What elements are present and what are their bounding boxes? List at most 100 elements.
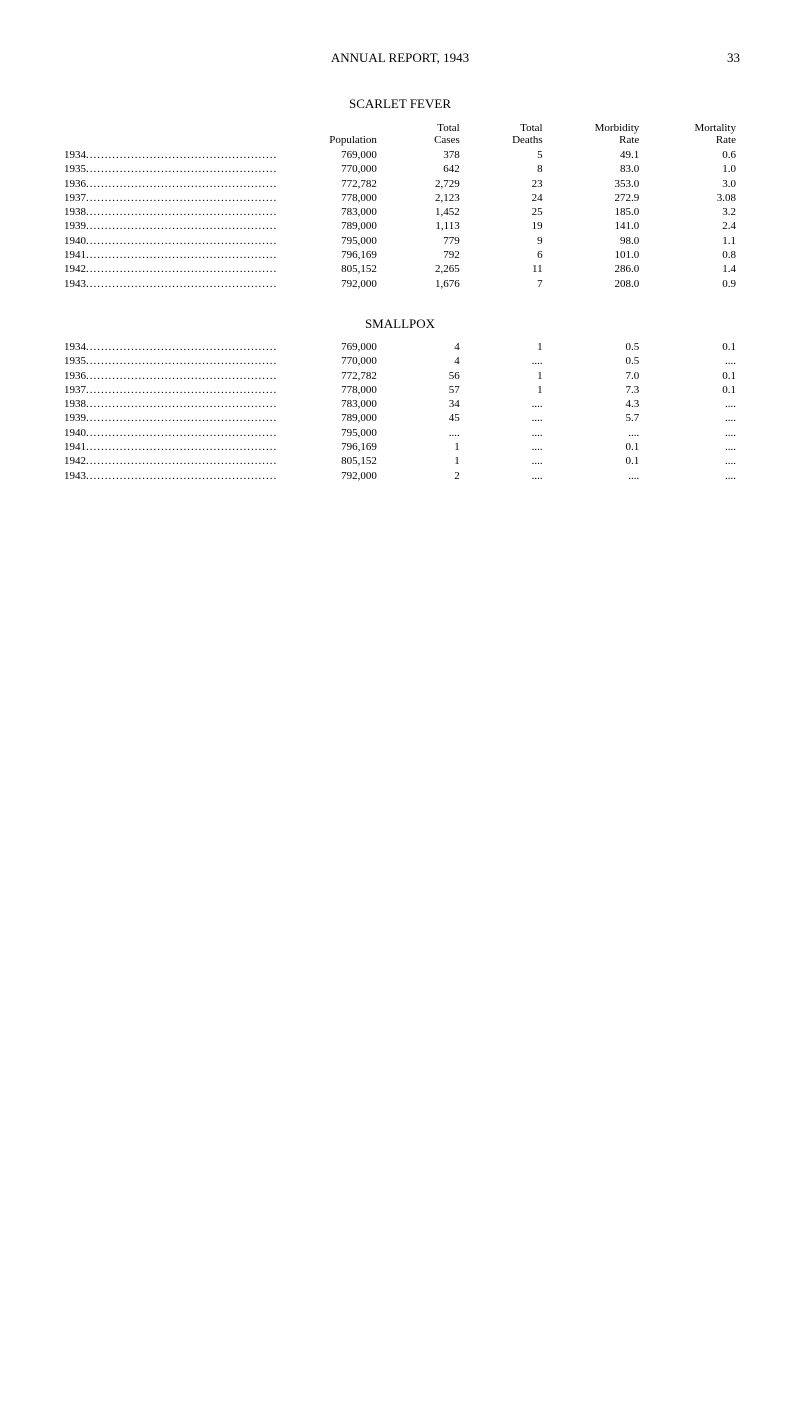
- cell-year: 1941 ...................................…: [60, 440, 284, 454]
- cell-population: 792,000: [284, 277, 381, 291]
- cell-year: 1942 ...................................…: [60, 454, 284, 468]
- cell-year: 1943 ...................................…: [60, 469, 284, 483]
- cell-deaths: 25: [464, 205, 547, 219]
- cell-cases: 792: [381, 248, 464, 262]
- cell-mortality: 3.2: [643, 205, 740, 219]
- table-header-row: Population TotalCases TotalDeaths Morbid…: [60, 120, 740, 148]
- cell-mortality: 0.1: [643, 369, 740, 383]
- cell-mortality: 3.08: [643, 191, 740, 205]
- cell-mortality: ....: [643, 469, 740, 483]
- cell-year: 1943 ...................................…: [60, 277, 284, 291]
- table-row: 1937 ...................................…: [60, 191, 740, 205]
- cell-cases: 779: [381, 234, 464, 248]
- cell-morbidity: 208.0: [547, 277, 644, 291]
- cell-mortality: 1.4: [643, 262, 740, 276]
- table-row: 1943 ...................................…: [60, 277, 740, 291]
- table-row: 1941 ...................................…: [60, 440, 740, 454]
- cell-population: 805,152: [284, 454, 381, 468]
- smallpox-table: 1934 ...................................…: [60, 340, 740, 483]
- cell-morbidity: 185.0: [547, 205, 644, 219]
- cell-morbidity: 0.1: [547, 440, 644, 454]
- cell-deaths: ....: [464, 469, 547, 483]
- smallpox-section: SMALLPOX 1934 ..........................…: [60, 316, 740, 483]
- cell-deaths: 11: [464, 262, 547, 276]
- cell-morbidity: 272.9: [547, 191, 644, 205]
- cell-deaths: ....: [464, 454, 547, 468]
- cell-mortality: 0.9: [643, 277, 740, 291]
- cell-year: 1936 ...................................…: [60, 177, 284, 191]
- cell-deaths: ....: [464, 354, 547, 368]
- cell-deaths: 5: [464, 148, 547, 162]
- table-row: 1938 ...................................…: [60, 397, 740, 411]
- cell-cases: 2,729: [381, 177, 464, 191]
- table-row: 1941 ...................................…: [60, 248, 740, 262]
- table-row: 1935 ...................................…: [60, 162, 740, 176]
- table-row: 1940 ...................................…: [60, 426, 740, 440]
- table-row: 1942 ...................................…: [60, 262, 740, 276]
- cell-mortality: 0.1: [643, 340, 740, 354]
- cell-year: 1942 ...................................…: [60, 262, 284, 276]
- cell-population: 792,000: [284, 469, 381, 483]
- cell-year: 1940 ...................................…: [60, 426, 284, 440]
- cell-year: 1939 ...................................…: [60, 411, 284, 425]
- cell-mortality: ....: [643, 397, 740, 411]
- cell-cases: 2,265: [381, 262, 464, 276]
- cell-year: 1938 ...................................…: [60, 397, 284, 411]
- cell-population: 805,152: [284, 262, 381, 276]
- col-header-morbidity: MorbidityRate: [547, 120, 644, 148]
- cell-year: 1941 ...................................…: [60, 248, 284, 262]
- table-title-smallpox: SMALLPOX: [60, 316, 740, 332]
- scarlet-fever-section: SCARLET FEVER Population TotalCases Tota…: [60, 96, 740, 291]
- cell-morbidity: ....: [547, 426, 644, 440]
- col-header-deaths: TotalDeaths: [464, 120, 547, 148]
- cell-population: 795,000: [284, 426, 381, 440]
- cell-morbidity: 4.3: [547, 397, 644, 411]
- cell-deaths: ....: [464, 397, 547, 411]
- cell-population: 783,000: [284, 397, 381, 411]
- cell-deaths: ....: [464, 426, 547, 440]
- cell-population: 796,169: [284, 440, 381, 454]
- cell-mortality: 1.0: [643, 162, 740, 176]
- cell-population: 772,782: [284, 177, 381, 191]
- cell-year: 1935 ...................................…: [60, 354, 284, 368]
- cell-population: 789,000: [284, 219, 381, 233]
- table-title-scarlet-fever: SCARLET FEVER: [60, 96, 740, 112]
- cell-morbidity: 83.0: [547, 162, 644, 176]
- cell-year: 1937 ...................................…: [60, 191, 284, 205]
- table-row: 1939 ...................................…: [60, 411, 740, 425]
- cell-morbidity: 0.5: [547, 340, 644, 354]
- cell-cases: 57: [381, 383, 464, 397]
- col-header-population: Population: [284, 120, 381, 148]
- cell-deaths: 23: [464, 177, 547, 191]
- cell-morbidity: ....: [547, 469, 644, 483]
- cell-morbidity: 0.5: [547, 354, 644, 368]
- cell-cases: 378: [381, 148, 464, 162]
- cell-mortality: 3.0: [643, 177, 740, 191]
- cell-mortality: 0.6: [643, 148, 740, 162]
- page-number: 33: [727, 50, 740, 66]
- cell-deaths: 1: [464, 383, 547, 397]
- cell-deaths: 8: [464, 162, 547, 176]
- cell-population: 778,000: [284, 383, 381, 397]
- cell-year: 1937 ...................................…: [60, 383, 284, 397]
- cell-cases: 4: [381, 340, 464, 354]
- table-row: 1935 ...................................…: [60, 354, 740, 368]
- cell-morbidity: 7.3: [547, 383, 644, 397]
- cell-mortality: ....: [643, 440, 740, 454]
- cell-deaths: ....: [464, 440, 547, 454]
- table-row: 1934 ...................................…: [60, 340, 740, 354]
- table-row: 1937 ...................................…: [60, 383, 740, 397]
- table-row: 1938 ...................................…: [60, 205, 740, 219]
- table-row: 1936 ...................................…: [60, 369, 740, 383]
- cell-population: 769,000: [284, 340, 381, 354]
- cell-morbidity: 101.0: [547, 248, 644, 262]
- cell-year: 1939 ...................................…: [60, 219, 284, 233]
- cell-morbidity: 5.7: [547, 411, 644, 425]
- cell-population: 772,782: [284, 369, 381, 383]
- cell-cases: 1,113: [381, 219, 464, 233]
- cell-cases: 4: [381, 354, 464, 368]
- cell-deaths: 9: [464, 234, 547, 248]
- table-row: 1934 ...................................…: [60, 148, 740, 162]
- cell-cases: 2,123: [381, 191, 464, 205]
- cell-mortality: 0.8: [643, 248, 740, 262]
